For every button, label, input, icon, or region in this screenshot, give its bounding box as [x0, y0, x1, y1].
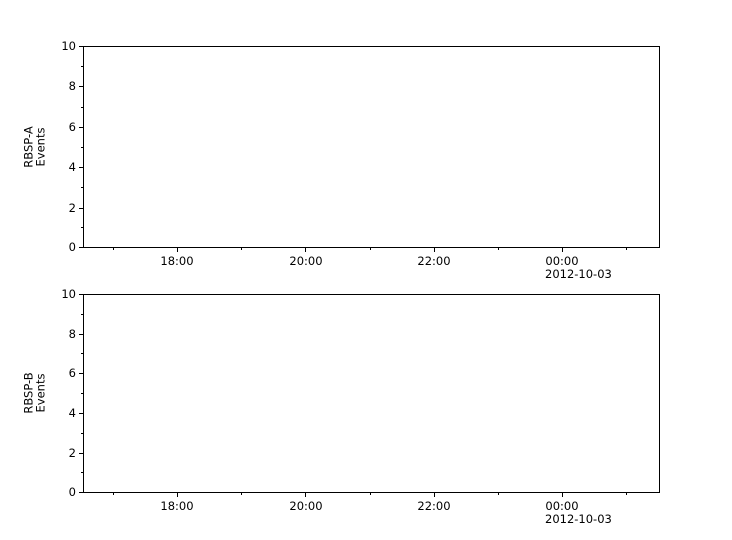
- y-tick-label: 6: [68, 366, 76, 380]
- x-minor-tick: [370, 248, 371, 250]
- x-minor-tick: [498, 248, 499, 250]
- y-minor-tick: [81, 393, 83, 394]
- y-major-tick: [79, 492, 83, 493]
- x-minor-tick: [113, 248, 114, 250]
- y-tick-label: 2: [68, 446, 76, 460]
- y-tick-label: 0: [68, 485, 76, 499]
- x-tick-label: 20:00: [289, 254, 323, 268]
- y-major-tick: [79, 86, 83, 87]
- x-tick-label: 18:00: [160, 499, 194, 513]
- y-major-tick: [79, 334, 83, 335]
- x-major-tick: [562, 248, 563, 252]
- x-tick-label: 00:00: [545, 499, 579, 513]
- x-tick-label: 20:00: [289, 499, 323, 513]
- y-minor-tick: [81, 187, 83, 188]
- x-major-tick: [305, 248, 306, 252]
- y-minor-tick: [81, 107, 83, 108]
- x-minor-tick: [626, 493, 627, 495]
- y-tick-label: 4: [68, 160, 76, 174]
- y-minor-tick: [81, 472, 83, 473]
- y-tick-label: 2: [68, 201, 76, 215]
- y-minor-tick: [81, 433, 83, 434]
- y-major-tick: [79, 127, 83, 128]
- y-minor-tick: [81, 227, 83, 228]
- x-minor-tick: [241, 493, 242, 495]
- y-major-tick: [79, 453, 83, 454]
- x-major-tick: [305, 493, 306, 497]
- y-tick-label: 8: [68, 79, 76, 93]
- x-minor-tick: [626, 248, 627, 250]
- y-tick-label: 10: [61, 39, 76, 53]
- x-minor-tick: [241, 248, 242, 250]
- y-tick-label: 10: [61, 287, 76, 301]
- x-major-tick: [434, 248, 435, 252]
- y-major-tick: [79, 167, 83, 168]
- y-tick-label: 8: [68, 327, 76, 341]
- x-major-tick: [434, 493, 435, 497]
- y-minor-tick: [81, 353, 83, 354]
- y-tick-label: 4: [68, 406, 76, 420]
- x-major-tick: [177, 493, 178, 497]
- y-major-tick: [79, 46, 83, 47]
- y-major-tick: [79, 294, 83, 295]
- y-major-tick: [79, 208, 83, 209]
- x-major-tick: [562, 493, 563, 497]
- y-tick-label: 0: [68, 240, 76, 254]
- x-tick-label: 22:00: [417, 254, 451, 268]
- y-minor-tick: [81, 66, 83, 67]
- plot-rbsp-a-axes: [83, 46, 660, 248]
- x-axis-date-label: 2012-10-03: [545, 512, 612, 526]
- x-axis-date-label: 2012-10-03: [545, 267, 612, 281]
- x-minor-tick: [498, 493, 499, 495]
- y-major-tick: [79, 373, 83, 374]
- x-tick-label: 18:00: [160, 254, 194, 268]
- y-major-tick: [79, 413, 83, 414]
- y-major-tick: [79, 247, 83, 248]
- y-minor-tick: [81, 314, 83, 315]
- x-minor-tick: [370, 493, 371, 495]
- y-tick-label: 6: [68, 120, 76, 134]
- plot-rbsp-b-axes: [83, 294, 660, 493]
- y-minor-tick: [81, 147, 83, 148]
- x-major-tick: [177, 248, 178, 252]
- x-tick-label: 00:00: [545, 254, 579, 268]
- x-minor-tick: [113, 493, 114, 495]
- x-tick-label: 22:00: [417, 499, 451, 513]
